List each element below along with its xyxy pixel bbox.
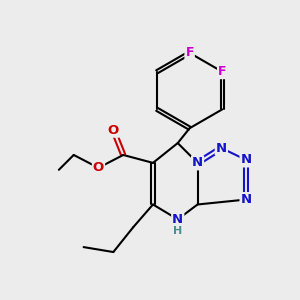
Text: O: O — [93, 161, 104, 174]
Text: N: N — [216, 142, 227, 154]
Text: O: O — [108, 124, 119, 137]
Text: N: N — [192, 156, 203, 170]
Text: N: N — [172, 213, 183, 226]
Text: N: N — [241, 153, 252, 167]
Text: F: F — [185, 46, 194, 59]
Text: N: N — [241, 193, 252, 206]
Text: H: H — [173, 226, 182, 236]
Text: F: F — [218, 65, 226, 78]
